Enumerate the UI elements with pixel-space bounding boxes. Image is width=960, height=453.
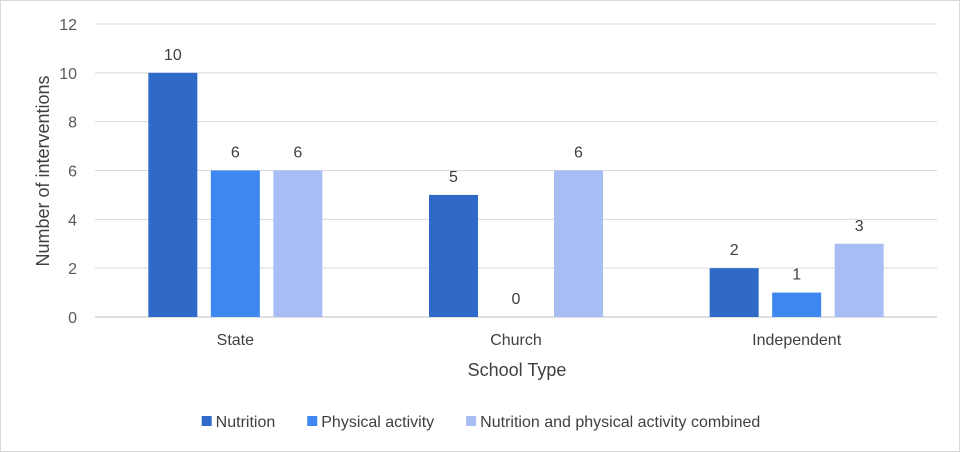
x-category-label: State (217, 332, 254, 349)
y-tick-label: 12 (59, 17, 77, 34)
bar (148, 72, 198, 317)
bar (429, 194, 478, 317)
bar (709, 268, 759, 317)
data-labels: 10 6 6 5 0 6 2 1 3 (164, 47, 864, 308)
data-label: 1 (792, 267, 801, 284)
data-label: 10 (164, 47, 182, 64)
x-category-label: Church (490, 332, 542, 349)
legend-item: Nutrition and physical activity combined (466, 414, 760, 431)
y-tick-label: 8 (68, 115, 77, 132)
y-axis-title: Number of interventions (33, 75, 53, 266)
legend-swatch (466, 416, 477, 426)
y-tick-label: 4 (68, 212, 77, 229)
legend-label: Nutrition and physical activity combined (480, 414, 760, 431)
y-tick-label: 2 (68, 261, 77, 278)
legend-item: Physical activity (307, 414, 434, 431)
legend-label: Physical activity (321, 414, 434, 431)
data-label: 6 (574, 145, 583, 162)
y-tick-label: 6 (68, 164, 77, 181)
bar (834, 243, 884, 317)
bar (772, 292, 822, 317)
legend-label: Nutrition (216, 414, 276, 431)
x-axis-categories: State Church Independent (217, 332, 842, 349)
legend-swatch (201, 416, 212, 426)
bar (210, 170, 260, 317)
data-label: 2 (730, 242, 739, 259)
bar (554, 170, 603, 317)
data-label: 6 (293, 145, 302, 162)
y-axis-ticks: 0 2 4 6 8 10 12 (59, 17, 77, 327)
legend-item: Nutrition (201, 414, 276, 431)
y-tick-label: 10 (59, 66, 77, 83)
bars (148, 72, 884, 317)
data-label: 3 (855, 218, 864, 235)
data-label: 6 (231, 145, 240, 162)
x-category-label: Independent (752, 332, 842, 349)
data-label: 0 (512, 291, 521, 308)
y-tick-label: 0 (68, 310, 77, 327)
legend: Nutrition Physical activity Nutrition and … (201, 414, 760, 431)
bar (273, 170, 323, 317)
x-axis-title: School Type (468, 360, 567, 380)
legend-swatch (307, 416, 318, 426)
data-label: 5 (449, 169, 458, 186)
